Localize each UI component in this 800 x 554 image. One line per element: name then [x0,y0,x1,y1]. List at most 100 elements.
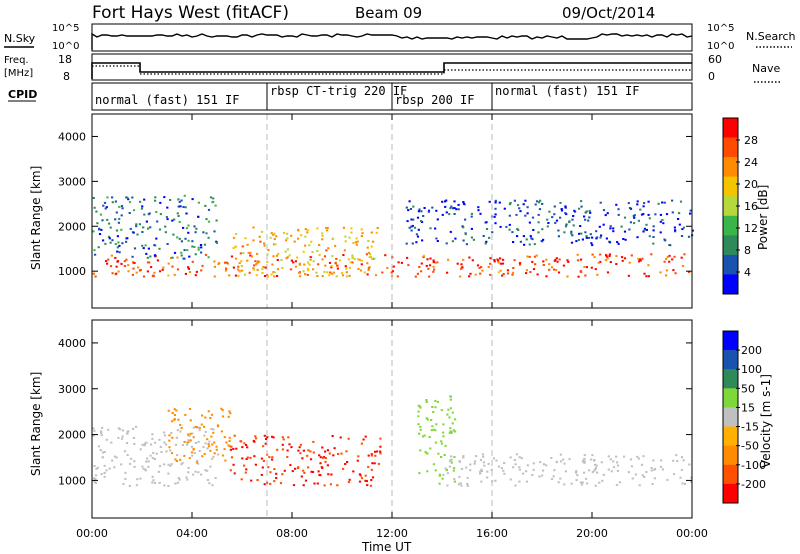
heatmap-cell [151,481,154,484]
heatmap-cell [220,407,223,410]
heatmap-cell [571,218,574,221]
heatmap-cell [334,244,337,247]
heatmap-cell [228,410,231,413]
heatmap-cell [367,240,370,242]
heatmap-cell [223,448,226,451]
heatmap-cell [643,229,646,232]
heatmap-cell [348,266,351,269]
heatmap-cell [153,254,157,257]
heatmap-cell [444,467,447,470]
heatmap-cell [548,210,551,213]
heatmap-cell [615,455,618,458]
heatmap-cell [200,246,203,249]
time-axis-title: Time UT [361,540,412,554]
heatmap-cell [272,243,276,246]
heatmap-cell [330,266,333,269]
heatmap-cell [495,459,498,462]
heatmap-cell [581,481,584,484]
power-colorbar-cell [723,215,738,236]
heatmap-cell [165,450,168,453]
heatmap-cell [141,244,144,247]
heatmap-cell [679,476,682,479]
heatmap-cell [272,271,275,274]
heatmap-cell [434,441,437,444]
heatmap-cell [111,196,114,199]
heatmap-cell [489,262,492,265]
heatmap-cell [396,275,399,278]
velocity-colorbar-tick-label: 50 [741,382,755,395]
heatmap-cell [419,406,422,409]
heatmap-cell [446,413,449,416]
heatmap-cell [460,467,464,470]
heatmap-cell [438,474,441,477]
heatmap-cell [245,444,248,446]
heatmap-cell [283,469,286,472]
heatmap-cell [579,481,583,484]
heatmap-cell [545,464,548,467]
heatmap-cell [93,429,96,432]
heatmap-cell [241,457,244,460]
heatmap-cell [460,267,463,270]
heatmap-cell [432,463,435,466]
heatmap-cell [158,465,162,468]
heatmap-cell [638,484,641,487]
heatmap-cell [565,223,568,226]
heatmap-cell [233,434,236,437]
heatmap-region-2 [92,194,219,260]
heatmap-cell [427,267,430,270]
heatmap-cell [617,242,620,245]
heatmap-cell [526,464,529,467]
heatmap-cell [333,447,336,450]
heatmap-cell [642,230,645,233]
heatmap-cell [228,436,231,439]
heatmap-cell [689,212,692,215]
heatmap-cell [246,446,249,449]
heatmap-cell [422,254,426,257]
heatmap-cell [425,264,428,267]
heatmap-cell [554,221,557,224]
heatmap-region-3 [232,226,379,278]
heatmap-cell [99,449,102,451]
heatmap-cell [256,262,259,265]
heatmap-cell [545,258,548,261]
heatmap-cell [327,247,330,250]
heatmap-cell [348,478,351,481]
heatmap-cell [121,429,125,432]
heatmap-cell [185,212,188,215]
heatmap-cell [567,260,570,263]
heatmap-cell [294,265,298,268]
heatmap-cell [117,241,120,244]
heatmap-cell [428,275,431,278]
heatmap-cell [384,254,387,257]
heatmap-cell [197,246,200,249]
heatmap-cell [93,465,96,467]
heatmap-cell [481,453,484,456]
cpid-segment-4: normal (fast) 151 IF [495,84,640,98]
heatmap-cell [490,468,493,471]
heatmap-cell [470,215,473,218]
heatmap-cell [673,255,676,258]
heatmap-cell [365,253,368,256]
heatmap-cell [289,464,292,467]
heatmap-cell [501,274,504,277]
heatmap-cell [446,484,449,487]
heatmap-cell [288,443,291,446]
heatmap-cell [195,227,198,230]
heatmap-cell [139,200,142,203]
heatmap-cell [255,437,258,440]
heatmap-cell [513,259,516,262]
x-tick-label: 00:00 [76,527,108,540]
velocity-colorbar-cell [723,445,738,466]
heatmap-cell [519,240,522,243]
heatmap-cell [449,430,452,433]
heatmap-cell [93,477,96,480]
heatmap-cell [108,222,111,225]
heatmap-cell [532,268,536,271]
heatmap-cell [503,207,506,210]
power-colorbar-tick-label: 16 [744,200,758,213]
heatmap-cell [668,260,671,263]
heatmap-cell [118,217,121,220]
heatmap-cell [101,426,104,429]
heatmap-cell [129,462,132,465]
